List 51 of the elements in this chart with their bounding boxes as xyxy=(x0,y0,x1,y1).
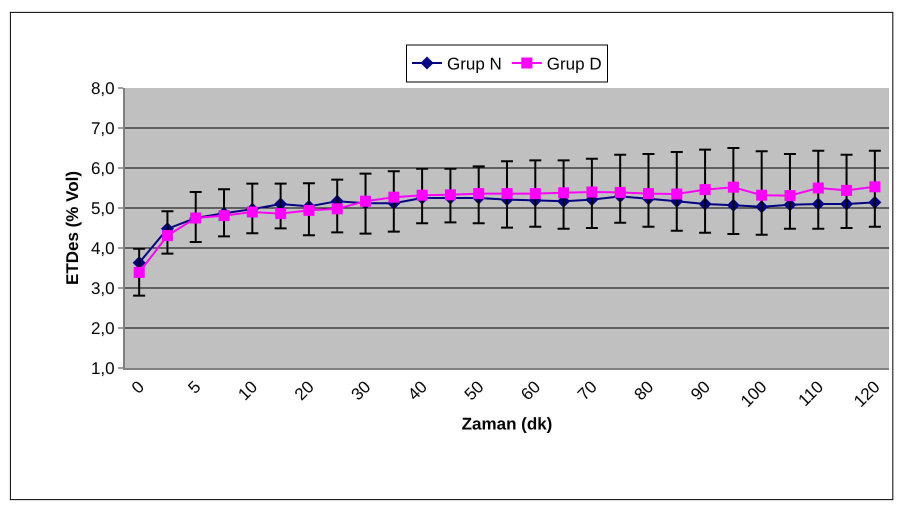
x-tick-label: 60 xyxy=(517,377,544,404)
point xyxy=(134,266,145,278)
x-tick-label: 50 xyxy=(460,377,488,404)
x-tick-label: 20 xyxy=(290,377,318,404)
x-tick-label: 5 xyxy=(184,377,205,398)
point xyxy=(784,190,796,202)
x-tick-label: 0 xyxy=(128,377,148,398)
point xyxy=(558,187,570,198)
point xyxy=(275,208,286,220)
x-axis-title: Zaman (dk) xyxy=(462,414,552,434)
x-tick-label: 10 xyxy=(234,377,262,404)
legend-label: Grup N xyxy=(447,54,502,74)
point xyxy=(841,184,852,196)
x-tick-label: 80 xyxy=(630,377,658,404)
point xyxy=(416,190,428,201)
x-tick-label: 70 xyxy=(574,377,601,404)
point xyxy=(756,190,768,201)
y-tick-label: 8,0 xyxy=(90,78,115,98)
x-tick-label: 110 xyxy=(794,377,828,410)
x-tick-label: 100 xyxy=(737,377,771,411)
point xyxy=(614,186,626,198)
y-tick-label: 1,0 xyxy=(90,358,115,378)
point xyxy=(728,182,739,193)
y-tick-label: 5,0 xyxy=(90,198,115,218)
point xyxy=(303,204,314,216)
point xyxy=(530,188,541,200)
point xyxy=(162,230,173,242)
point xyxy=(360,196,372,207)
point xyxy=(332,203,343,214)
point xyxy=(473,188,484,200)
point xyxy=(812,182,824,194)
point xyxy=(246,206,258,218)
point xyxy=(586,186,598,198)
x-tick-label: 90 xyxy=(687,377,714,404)
point xyxy=(671,188,682,200)
y-tick-label: 3,0 xyxy=(90,278,115,298)
point xyxy=(642,188,654,200)
point xyxy=(869,181,880,192)
x-tick-label: 40 xyxy=(404,377,431,404)
point xyxy=(388,192,400,203)
x-tick-label: 30 xyxy=(348,377,374,404)
y-tick-label: 4,0 xyxy=(90,238,115,258)
point xyxy=(502,188,512,200)
y-tick-label: 2,0 xyxy=(90,318,115,338)
point xyxy=(218,210,230,222)
legend-label: Grup D xyxy=(546,54,602,74)
y-tick-label: 7,0 xyxy=(90,118,115,138)
x-tick-label: 120 xyxy=(850,377,884,411)
point xyxy=(700,184,711,196)
y-tick-label: 6,0 xyxy=(90,158,115,178)
y-axis-title: ETDes (% Vol) xyxy=(63,171,82,285)
